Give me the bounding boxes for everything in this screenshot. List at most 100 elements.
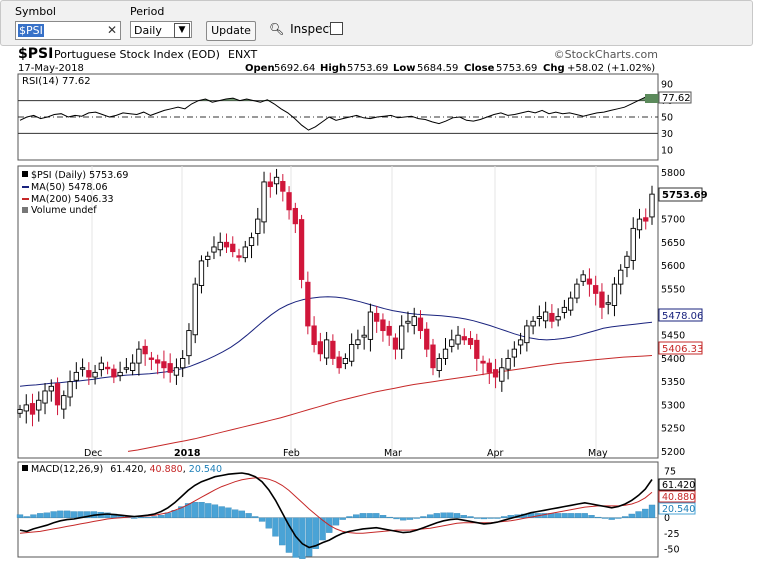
price-tick-label: 5550	[661, 284, 685, 295]
watermark: ©StockCharts.com	[554, 48, 658, 61]
macd-title: MACD(12,26,9) 61.420, 40.880, 20.540	[22, 464, 222, 475]
period-select[interactable]: Daily ▼	[130, 21, 192, 38]
candle-body	[449, 339, 455, 347]
candle-body	[480, 360, 486, 364]
ma50-line	[19, 296, 653, 387]
candle-body	[561, 306, 568, 313]
candle-body	[411, 316, 417, 326]
candle-body	[542, 311, 549, 322]
ohlc-summary: Open 5692.64 High 5753.69 Low 5684.59 Cl…	[245, 63, 655, 74]
clear-icon[interactable]: ✕	[106, 23, 117, 37]
low-value: 5684.59	[417, 63, 458, 74]
candle-body	[29, 403, 36, 415]
macd-hist-bar	[366, 513, 373, 518]
candle-body	[517, 339, 524, 346]
candle-body	[198, 260, 205, 286]
candle-body	[361, 334, 367, 338]
candle-body	[142, 345, 148, 355]
macd-title-macd: 61.420	[110, 464, 143, 475]
candle-body	[42, 390, 48, 404]
candle-body	[129, 362, 136, 371]
ma50-legend: MA(50) 5478.06	[31, 182, 108, 193]
macd-hist-bar	[494, 517, 501, 519]
ma200-last-box	[658, 341, 703, 355]
candle-body	[111, 368, 117, 378]
macd-hist-bar	[642, 508, 649, 518]
candle-body	[530, 320, 536, 327]
macd-hist-bar	[595, 516, 602, 519]
macd-title-comma-2: ,	[183, 464, 189, 475]
macd-hist-bar	[104, 512, 111, 518]
macd-hist-bar	[601, 517, 609, 519]
candle-body	[486, 362, 492, 373]
macd-hist-bar	[433, 513, 440, 518]
candle-body	[380, 319, 386, 332]
candle-body	[73, 371, 79, 381]
macd-hist-bar	[225, 507, 232, 518]
x-tick-label: Feb	[283, 448, 300, 459]
candle-body	[286, 192, 292, 211]
price-tick-label: 5700	[661, 215, 685, 226]
price-tick-label: 5400	[661, 354, 685, 365]
macd-hist-bar	[332, 517, 340, 526]
macd-title-prefix: MACD(12,26,9)	[31, 464, 103, 475]
symbol-input[interactable]: $PSI ✕	[15, 21, 121, 40]
rsi-title: RSI(14) 77.62	[22, 76, 91, 87]
candle-body	[605, 302, 611, 305]
macd-hist-bar	[238, 510, 246, 518]
candle-body	[555, 316, 561, 321]
chevron-down-icon[interactable]: ▼	[174, 23, 190, 38]
rsi-line	[19, 93, 653, 131]
macd-hist-bar	[70, 511, 77, 518]
macd-hist-bar	[500, 516, 508, 518]
candle-body	[217, 241, 223, 251]
candle-body	[405, 320, 411, 324]
macd-hist-bar	[379, 515, 387, 518]
candle-body	[48, 385, 54, 392]
inspect-label: Inspect	[290, 22, 334, 36]
macd-hist-bar	[43, 512, 51, 518]
candle-body	[280, 181, 286, 192]
inspect-toggle[interactable]: 🔍︎ Inspect	[269, 22, 334, 36]
signal-last-box	[658, 490, 696, 503]
macd-hist-bar	[299, 517, 306, 559]
candle-body	[230, 243, 236, 253]
candle-body	[155, 359, 161, 364]
candle-body	[236, 255, 242, 258]
macd-hist-bar	[198, 502, 205, 518]
macd-hist-bar	[178, 506, 185, 518]
candle-body	[536, 316, 543, 319]
candle-body	[23, 404, 29, 412]
macd-hist-bar	[84, 511, 91, 518]
search-icon: 🔍︎	[269, 22, 285, 36]
rsi-last-marker	[645, 94, 659, 103]
update-button[interactable]: Update	[206, 21, 256, 41]
last-price-box	[658, 187, 703, 202]
macd-hist-bar	[359, 513, 367, 518]
x-tick-label: May	[588, 448, 608, 459]
candle-body	[86, 370, 92, 378]
symbol-value: $PSI	[18, 24, 44, 37]
candle-body	[386, 325, 392, 336]
macd-hist-bar	[279, 517, 286, 546]
macd-hist-bar	[57, 510, 64, 518]
chart-date: 17-May-2018	[18, 63, 84, 74]
inspect-checkbox[interactable]	[330, 22, 343, 35]
macd-tick-label: 75	[664, 467, 676, 478]
macd-hist-bar	[426, 514, 434, 518]
macd-hist-bar	[245, 513, 252, 518]
rsi-tick-label: 90	[661, 80, 673, 91]
candle-body	[186, 330, 192, 357]
macd-line	[19, 472, 653, 549]
chart-ticker: $PSI	[18, 46, 53, 62]
candle-body	[593, 285, 599, 294]
macd-hist-bar	[460, 515, 467, 518]
candle-body	[524, 325, 530, 344]
last-price-label: 5753.69	[662, 190, 708, 201]
close-label: Close	[464, 63, 495, 74]
candle-body	[630, 227, 636, 261]
candle-body	[643, 217, 649, 222]
ma50-last-box	[658, 308, 703, 322]
price-tick-label: 5250	[661, 424, 685, 435]
candle-body	[67, 381, 73, 398]
